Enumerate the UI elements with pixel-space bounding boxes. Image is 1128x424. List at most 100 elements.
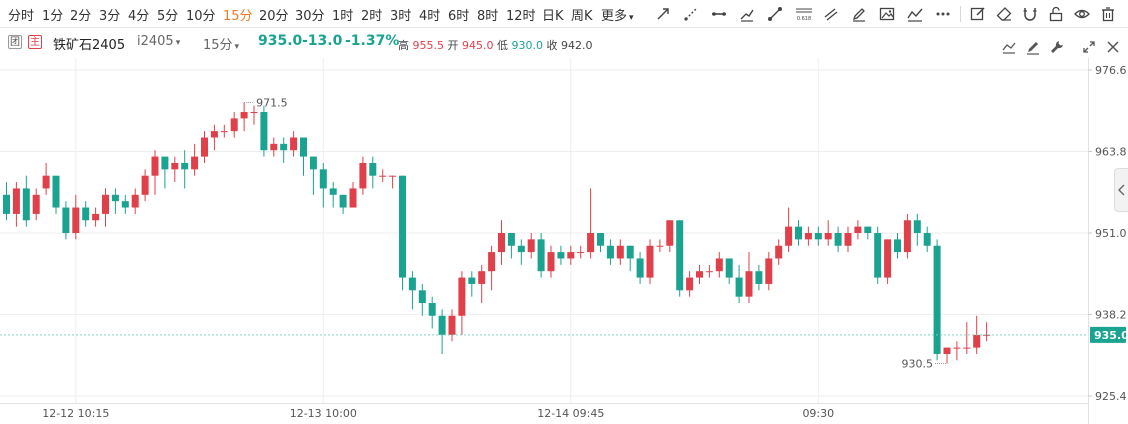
candle-body [210,131,218,138]
candle-body [498,233,505,253]
indicator-icon[interactable] [1001,39,1017,55]
interval-5min[interactable]: 5分 [157,9,179,24]
chevron-down-icon: ▾ [175,38,181,48]
polyline-icon[interactable] [907,6,923,22]
fibonacci-icon[interactable]: 0.618 [795,6,813,22]
main-contract-badge[interactable]: 主 [28,35,42,49]
parallel-lines-icon[interactable] [823,6,839,22]
candle-body [696,271,703,278]
candle-body [92,213,100,221]
interval-6h[interactable]: 6时 [448,9,470,24]
interval-week[interactable]: 周K [571,9,593,24]
candle-body [913,220,921,233]
interval-30min[interactable]: 30分 [295,9,325,24]
interval-20min[interactable]: 20分 [259,9,289,24]
chevron-down-icon: ▾ [629,13,634,23]
interval-3h[interactable]: 3时 [390,9,412,24]
chevron-down-icon: ▾ [234,42,240,52]
candle-body [42,175,50,189]
candle-body [478,271,486,284]
time-axis: 12-12 10:15 12-13 10:00 12-14 09:45 09:30 [42,407,834,420]
low-value: 930.0 [511,39,544,52]
candle-body [161,156,169,170]
interval-more[interactable]: 更多 ▾ [601,5,634,24]
expand-icon[interactable] [1081,39,1097,55]
fibonacci-label: 0.618 [797,16,811,22]
horizontal-line-icon[interactable] [711,6,727,22]
trend-line-icon[interactable] [739,6,755,22]
interval-4min[interactable]: 4分 [128,9,150,24]
candle-body [201,137,208,157]
candle-body [131,194,139,208]
candle-body [260,112,268,151]
interval-8h[interactable]: 8时 [477,9,499,24]
candle-body [844,233,852,246]
arrow-line-icon[interactable] [655,6,671,22]
last-price-badge [1090,326,1126,343]
candle-body [240,112,248,119]
interval-day[interactable]: 日K [542,9,564,24]
interval-4h[interactable]: 4时 [419,9,441,24]
candle-body [824,233,832,240]
interval-15min[interactable]: 15分 [223,9,253,24]
interval-3min[interactable]: 3分 [99,9,121,24]
candle-body [894,239,901,253]
candle-body [963,347,971,349]
symbol-info-bar: 团 主 铁矿石2405 i2405 ▾ 15分 ▾ 935.0 -13.0 -1.3… [0,28,1128,58]
candle-body [983,334,991,336]
interval-1h[interactable]: 1时 [332,9,354,24]
edit-icon[interactable] [970,6,986,22]
trash-icon[interactable] [1100,6,1116,22]
eraser-icon[interactable] [996,6,1012,22]
candle-body [141,175,149,195]
candle-body [666,220,674,246]
candle-body [874,233,882,278]
ray-line-icon[interactable] [683,6,699,22]
eye-icon[interactable] [1074,6,1090,22]
interval-2h[interactable]: 2时 [361,9,383,24]
symbol-code-selector[interactable]: i2405 ▾ [137,34,180,49]
candle-body [102,194,109,214]
candle-body [953,347,961,349]
candle-body [785,226,793,246]
period-selector[interactable]: 15分 ▾ [203,34,239,53]
close-label: 收 [546,39,558,52]
candles [3,102,991,364]
segment-line-icon[interactable] [767,6,783,22]
magnet-icon[interactable] [1022,6,1038,22]
last-price: 935.0 [258,33,303,49]
close-icon[interactable] [1105,39,1121,55]
candle-body [973,334,981,348]
draw-icon[interactable] [1025,39,1041,55]
candle-body [250,112,258,114]
price-tick-label: 963.8 [1095,146,1127,159]
chevron-left-icon [1118,184,1125,196]
image-icon[interactable] [879,6,895,22]
close-value: 942.0 [561,39,593,52]
candle-body [72,207,80,233]
high-value: 955.5 [412,39,445,52]
interval-1min[interactable]: 1分 [42,9,64,24]
candle-body [488,252,496,272]
interval-2min[interactable]: 2分 [70,9,92,24]
candle-body [606,245,614,259]
wrench-icon[interactable] [1049,39,1065,55]
candlestick-chart[interactable]: 971.5 930.5 976.6 963.8 951.0 938.2 925.4 935.… [0,58,1128,424]
unlock-icon[interactable] [1048,6,1064,22]
candle-body [834,233,842,246]
candle-body [507,233,515,246]
candle-body [943,347,951,354]
interval-fenshi[interactable]: 分时 [8,9,35,24]
interval-10min[interactable]: 10分 [186,9,216,24]
open-label: 开 [447,39,459,52]
more-dots-icon[interactable] [935,6,951,22]
candle-body [438,315,446,335]
candle-body [626,245,634,259]
candle-body [676,220,684,291]
candle-body [537,239,545,272]
candle-body [468,277,476,284]
side-panel-toggle[interactable] [1114,168,1128,212]
group-badge[interactable]: 团 [8,35,22,49]
pen-icon[interactable] [851,6,867,22]
interval-12h[interactable]: 12时 [506,9,536,24]
